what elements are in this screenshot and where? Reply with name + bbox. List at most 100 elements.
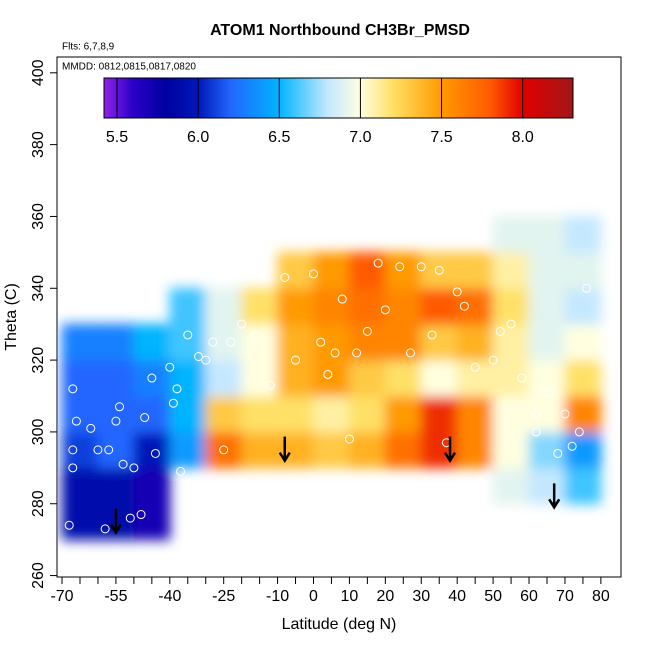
observation-point [201,355,211,365]
heat-cell [241,395,279,433]
observation-point [416,262,426,272]
x-tick-label: -10 [266,588,289,605]
dates-note: MMDD: 0812,0815,0817,0820 [62,62,196,73]
heat-cell [528,251,566,289]
arrow [109,508,122,535]
observation-point [395,262,405,272]
heat-cell [456,431,494,469]
x-tick-label: 30 [412,588,430,605]
heat-cell [169,287,207,325]
heat-cell [456,323,494,361]
heat-cell [528,467,566,505]
observation-point [136,510,146,520]
observation-point [567,441,577,451]
heat-cell [241,323,279,361]
heat-cell [241,359,279,397]
y-tick-label: 340 [30,275,47,302]
heat-cell [384,395,422,433]
plot-frame [56,56,622,578]
heat-cell [528,215,566,253]
x-tick-label: 10 [341,588,359,605]
observation-point [86,423,96,433]
heat-cell [348,431,386,469]
observation-point [308,269,318,279]
heat-cell [384,323,422,361]
observation-point [517,373,527,383]
observation-point [362,326,372,336]
heat-cell [348,251,386,289]
heat-cell [133,359,171,397]
heat-cell [277,359,314,397]
arrow [278,436,291,464]
heat-cell [492,323,530,361]
observation-point [459,301,469,311]
heat-cell [133,323,171,361]
heat-cell [61,359,99,397]
x-tick-label: 40 [448,588,466,605]
observation-point [582,283,592,293]
observation-point [251,330,261,340]
heat-cell [241,287,279,325]
heat-cell [456,251,494,289]
colorbar-tick-label: 6.0 [187,129,209,146]
observation-point [380,305,390,315]
heat-cell [277,431,314,469]
observation-point [68,445,78,455]
x-tick-label: -40 [158,588,181,605]
heat-cell [133,395,171,433]
observation-point [434,265,444,275]
observation-point [64,520,74,530]
y-tick-label: 360 [30,203,47,230]
observation-point [452,287,462,297]
heat-cell [492,467,530,505]
observation-point [265,380,275,390]
heat-cell [564,323,602,361]
observation-point [194,352,204,362]
heat-cell [312,359,350,397]
observation-point [344,434,354,444]
observation-point [330,348,340,358]
colorbar-tick-label: 8.0 [512,129,534,146]
heat-cell [312,287,350,325]
arrow [443,436,457,464]
heat-cell [205,395,243,433]
observation-point [93,445,103,455]
heat-cell [97,431,135,469]
x-tick-label: 80 [592,588,610,605]
observation-point [553,448,563,458]
observation-point [470,362,480,372]
heat-cell [528,359,566,397]
heatmap [61,215,602,541]
heat-cell [97,467,135,505]
x-axis-label: Latitude (deg N) [282,616,397,633]
heat-cell [564,467,602,505]
x-tick-label: 50 [484,588,502,605]
observation-point [226,337,236,347]
observation-point [165,362,175,372]
observation-point [405,348,415,358]
y-tick-label: 320 [30,347,47,374]
observation-point [147,373,157,383]
observation-point [488,355,498,365]
heat-cell [97,359,135,397]
heat-cell [420,287,458,325]
heat-cell [456,359,494,397]
observation-point [316,337,326,347]
heat-cell [277,287,314,325]
observation-point [208,337,218,347]
heat-cell [564,359,602,397]
heat-cell [492,431,530,469]
heat-cell [348,287,386,325]
observation-point [596,510,606,520]
x-tick-label: -55 [104,588,127,605]
heat-cell [348,323,386,361]
observation-point [68,384,78,394]
overlay [64,258,606,535]
heat-cell [205,431,243,469]
observation-point [337,294,347,304]
observation-point [183,330,193,340]
heat-cell [205,287,243,325]
observation-point [531,409,541,419]
heat-cell [312,251,350,289]
